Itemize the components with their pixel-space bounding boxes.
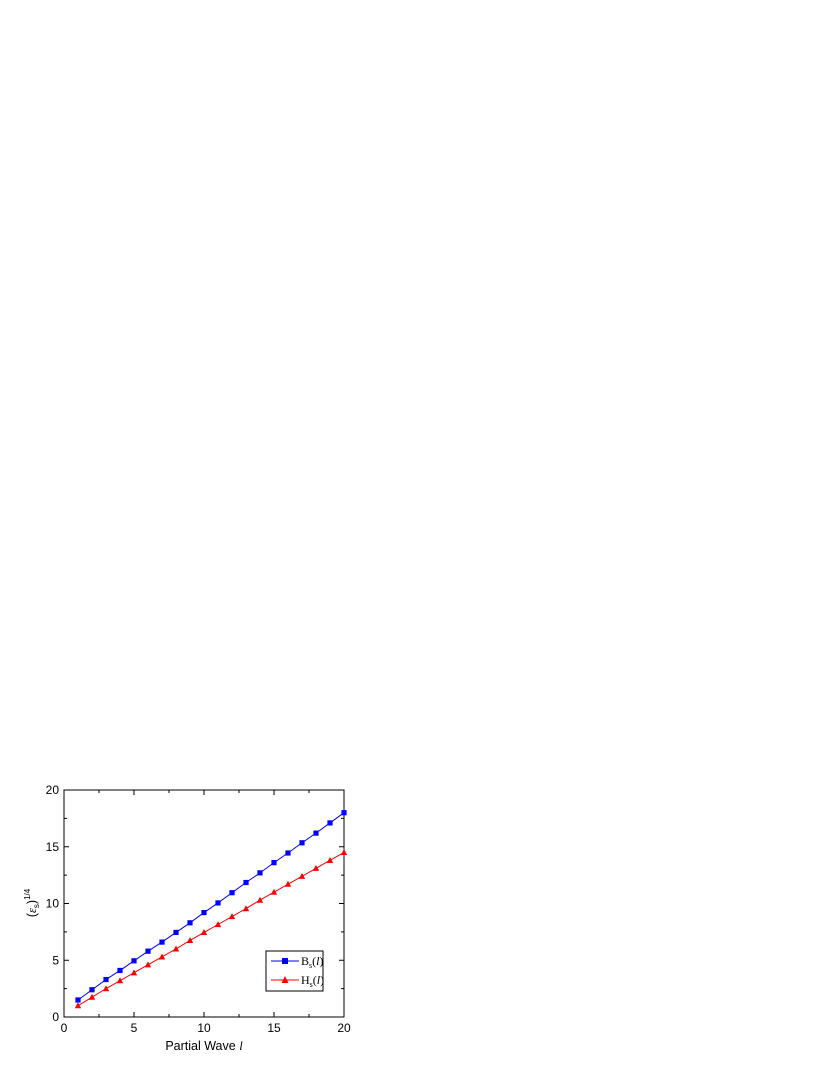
data-point-triangle <box>74 1002 82 1009</box>
data-point-square <box>215 900 221 906</box>
series-b <box>75 810 347 1003</box>
data-point-triangle <box>88 993 96 1000</box>
data-point-triangle <box>116 977 124 984</box>
data-point-triangle <box>200 929 208 936</box>
data-point-triangle <box>144 961 152 968</box>
axis-tick-labels: 0 5 10 15 20 0 5 10 15 20 <box>46 783 351 1035</box>
data-point-square <box>299 840 305 846</box>
legend-box <box>265 950 324 992</box>
y-tick-label: 20 <box>46 783 60 797</box>
y-axis-title: (εs)1/4 <box>23 888 41 917</box>
data-point-triangle <box>270 888 278 895</box>
data-point-square <box>131 958 137 964</box>
data-point-triangle <box>228 913 236 920</box>
data-point-square <box>257 870 263 876</box>
data-point-square <box>271 860 277 866</box>
data-point-square <box>75 997 81 1003</box>
x-tick-label: 20 <box>337 1021 351 1035</box>
x-tick-label: 5 <box>131 1021 138 1035</box>
data-point-square <box>145 948 151 954</box>
data-point-triangle <box>158 953 166 960</box>
data-point-triangle <box>186 936 194 943</box>
legend-label-b: Bs(l) <box>301 954 323 970</box>
data-point-square <box>327 820 333 826</box>
data-point-triangle <box>312 864 320 871</box>
data-point-triangle <box>214 921 222 928</box>
data-point-square <box>243 879 249 886</box>
data-point-triangle <box>102 985 110 992</box>
legend: Bs(l) Hs(l) <box>265 950 324 992</box>
data-point-square <box>313 830 319 836</box>
x-axis-title: Partial Wave l <box>165 1039 243 1053</box>
axis-ticks <box>63 789 345 1018</box>
data-point-triangle <box>284 880 292 887</box>
legend-marker-square <box>282 958 288 964</box>
y-tick-label: 5 <box>52 953 59 967</box>
y-tick-label: 15 <box>46 840 60 854</box>
series-h <box>74 849 348 1009</box>
y-tick-label: 10 <box>46 897 60 911</box>
data-point-square <box>285 850 291 856</box>
data-point-square <box>229 890 235 896</box>
data-point-square <box>187 920 193 926</box>
legend-item-b: Bs(l) <box>271 954 323 970</box>
data-point-triangle <box>242 905 250 912</box>
data-point-triangle <box>172 945 180 952</box>
legend-item-h: Hs(l) <box>271 973 324 989</box>
data-point-square <box>341 810 347 816</box>
data-point-square <box>159 939 165 945</box>
data-point-square <box>173 929 179 936</box>
data-point-triangle <box>130 969 138 976</box>
data-point-triangle <box>326 856 334 863</box>
x-tick-label: 0 <box>61 1021 68 1035</box>
data-point-square <box>117 967 123 974</box>
legend-label-h: Hs(l) <box>301 973 324 989</box>
legend-marker-triangle <box>281 976 289 983</box>
x-tick-label: 15 <box>267 1021 281 1035</box>
data-point-square <box>201 909 207 916</box>
x-tick-label: 10 <box>197 1021 211 1035</box>
data-point-triangle <box>340 849 348 856</box>
data-point-square <box>103 976 109 983</box>
data-point-triangle <box>298 872 306 879</box>
series-layer <box>74 810 348 1009</box>
data-point-square <box>89 987 95 993</box>
y-tick-label: 0 <box>52 1010 59 1024</box>
data-point-triangle <box>256 896 264 903</box>
